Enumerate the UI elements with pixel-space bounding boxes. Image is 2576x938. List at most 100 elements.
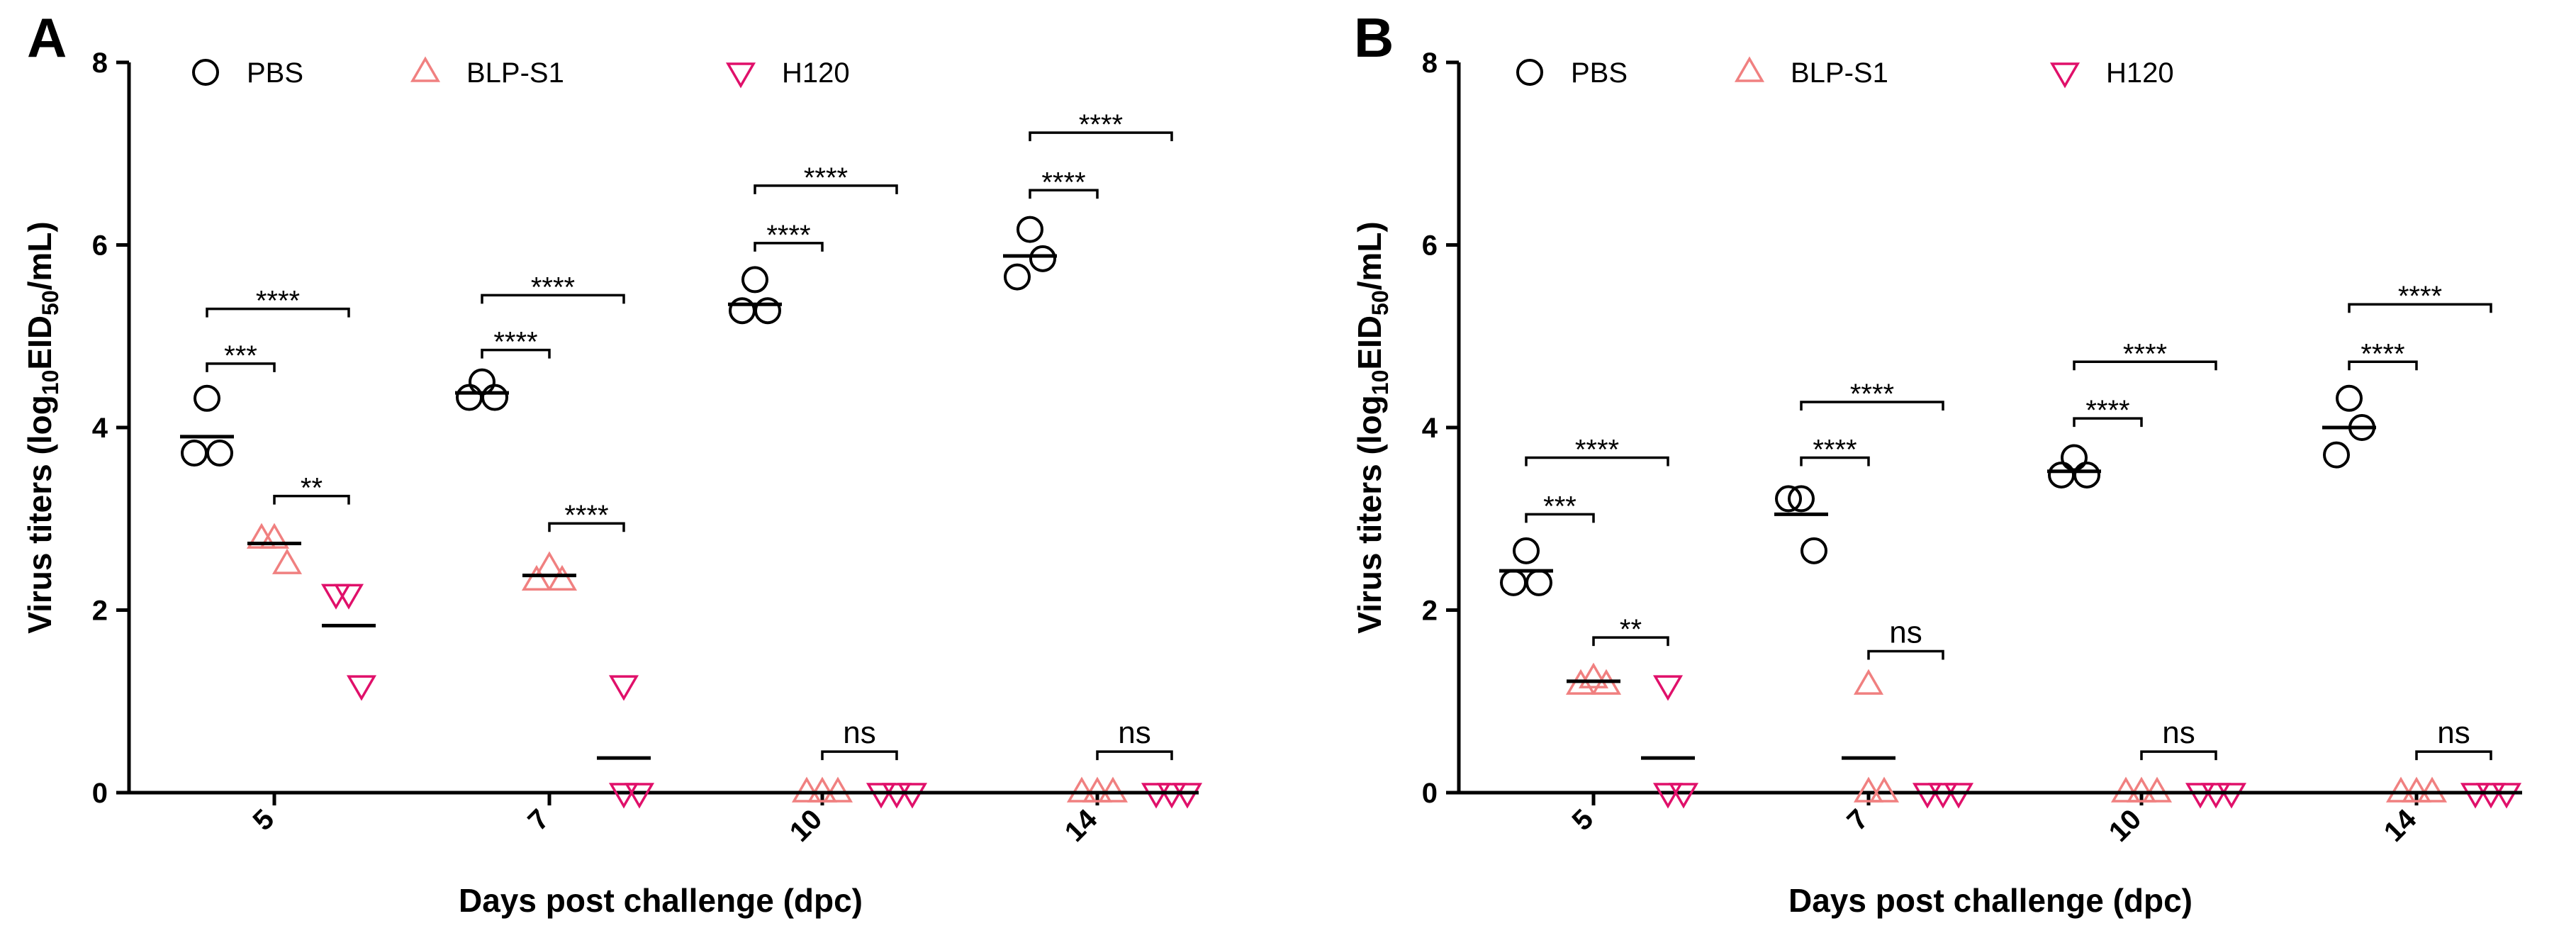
- data-point-pbs: [1017, 216, 1043, 243]
- significance-label: ****: [2085, 395, 2129, 426]
- data-point-pbs: [206, 440, 233, 467]
- significance-bracket: [2415, 750, 2492, 761]
- significance-label: ****: [493, 327, 537, 358]
- y-axis-title-sub: 10: [1367, 370, 1393, 396]
- significance-label: ****: [1813, 434, 1857, 465]
- significance-bracket: [1029, 131, 1173, 142]
- significance-label: ****: [1079, 109, 1123, 140]
- y-tick-label: 8: [1422, 48, 1438, 79]
- data-point-pbs: [481, 384, 508, 411]
- data-point-h120: [866, 783, 897, 809]
- data-point-blp-s1: [822, 776, 853, 803]
- significance-label: ****: [766, 220, 810, 251]
- data-point-h120: [624, 783, 655, 809]
- significance-bracket: [1029, 189, 1099, 199]
- significance-bracket: [1592, 636, 1669, 647]
- significance-bracket: [1525, 513, 1595, 523]
- data-point-h120: [1156, 783, 1187, 809]
- data-point-pbs: [2061, 444, 2088, 471]
- significance-label: ***: [224, 340, 257, 372]
- y-axis-title-part: /mL): [21, 221, 58, 290]
- significance-label: ****: [564, 500, 608, 531]
- data-point-h120: [1652, 783, 1684, 809]
- significance-label: ****: [2361, 338, 2404, 369]
- data-point-pbs: [456, 384, 483, 411]
- data-point-blp-s1: [807, 776, 838, 803]
- significance-label: ns: [2437, 715, 2470, 750]
- significance-label: ****: [2398, 281, 2442, 312]
- x-tick-label: 7: [1842, 803, 1875, 837]
- significance-label: ns: [1118, 715, 1150, 750]
- legend-marker-h120: [725, 62, 756, 89]
- data-point-blp-s1: [2126, 776, 2157, 803]
- significance-bracket: [2073, 417, 2143, 428]
- data-point-h120: [881, 783, 912, 809]
- significance-label: **: [301, 473, 323, 504]
- data-point-blp-s1: [521, 564, 552, 591]
- y-tick-label: 6: [1422, 230, 1438, 262]
- data-point-blp-s1: [2401, 776, 2432, 803]
- x-tick-label: 10: [2103, 803, 2148, 848]
- data-point-pbs: [754, 297, 781, 325]
- x-tick-label: 14: [1059, 803, 1104, 848]
- y-axis-title-part: /mL): [1351, 221, 1388, 290]
- significance-bracket: [2073, 360, 2217, 371]
- y-axis-title-sub: 10: [38, 370, 63, 396]
- significance-bracket: [754, 242, 824, 252]
- data-point-h120: [1912, 783, 1943, 809]
- panel-letter: B: [1354, 6, 1394, 69]
- y-axis-title-part: EID: [1351, 316, 1388, 370]
- significance-label: ****: [804, 162, 848, 194]
- data-point-blp-s1: [2110, 776, 2141, 803]
- data-point-h120: [333, 584, 364, 610]
- data-point-pbs: [729, 297, 756, 325]
- legend-marker-pbs: [192, 59, 219, 86]
- significance-bracket: [1867, 649, 1944, 660]
- data-point-pbs: [2048, 461, 2075, 488]
- legend-label: H120: [2106, 57, 2174, 89]
- significance-bracket: [1096, 750, 1173, 761]
- data-point-h120: [2460, 783, 2491, 809]
- legend-label: H120: [782, 57, 850, 89]
- data-point-blp-s1: [2417, 776, 2448, 803]
- legend-marker-blp-s1: [410, 56, 441, 82]
- significance-bracket: [548, 522, 625, 532]
- data-point-h120: [2185, 783, 2216, 809]
- significance-bracket: [481, 348, 551, 359]
- y-axis-title-part: Virus titers (log: [1351, 395, 1388, 634]
- legend-label: BLP-S1: [1791, 57, 1888, 89]
- y-axis-title-sub: 50: [1367, 290, 1393, 316]
- data-point-pbs: [1775, 485, 1802, 513]
- data-point-pbs: [1500, 569, 1527, 596]
- data-point-blp-s1: [1097, 776, 1129, 803]
- data-point-blp-s1: [246, 523, 277, 549]
- data-point-h120: [1927, 783, 1959, 809]
- data-point-h120: [608, 675, 639, 701]
- data-point-blp-s1: [1869, 776, 1900, 803]
- x-axis-title: Days post challenge (dpc): [459, 882, 863, 919]
- data-point-pbs: [2073, 461, 2100, 488]
- significance-bracket: [821, 750, 898, 761]
- significance-bracket: [1800, 456, 1870, 467]
- data-point-h120: [1141, 783, 1172, 809]
- data-point-h120: [2475, 783, 2507, 809]
- significance-label: **: [1620, 614, 1642, 645]
- significance-label: ns: [843, 715, 875, 750]
- data-point-blp-s1: [1066, 776, 1097, 803]
- significance-bracket: [206, 362, 276, 372]
- y-tick-label: 8: [92, 48, 108, 79]
- data-point-blp-s1: [1853, 669, 1884, 695]
- y-tick-label: 4: [1422, 413, 1438, 444]
- y-tick-label: 6: [92, 230, 108, 262]
- x-tick-label: 5: [1567, 803, 1600, 837]
- data-point-blp-s1: [1082, 776, 1113, 803]
- y-tick-label: 4: [92, 413, 108, 444]
- legend-label: BLP-S1: [466, 57, 564, 89]
- data-point-h120: [2216, 783, 2247, 809]
- y-tick-label: 0: [92, 778, 108, 809]
- significance-label: ***: [1543, 491, 1577, 522]
- data-point-pbs: [741, 266, 768, 294]
- significance-bracket: [2140, 750, 2217, 761]
